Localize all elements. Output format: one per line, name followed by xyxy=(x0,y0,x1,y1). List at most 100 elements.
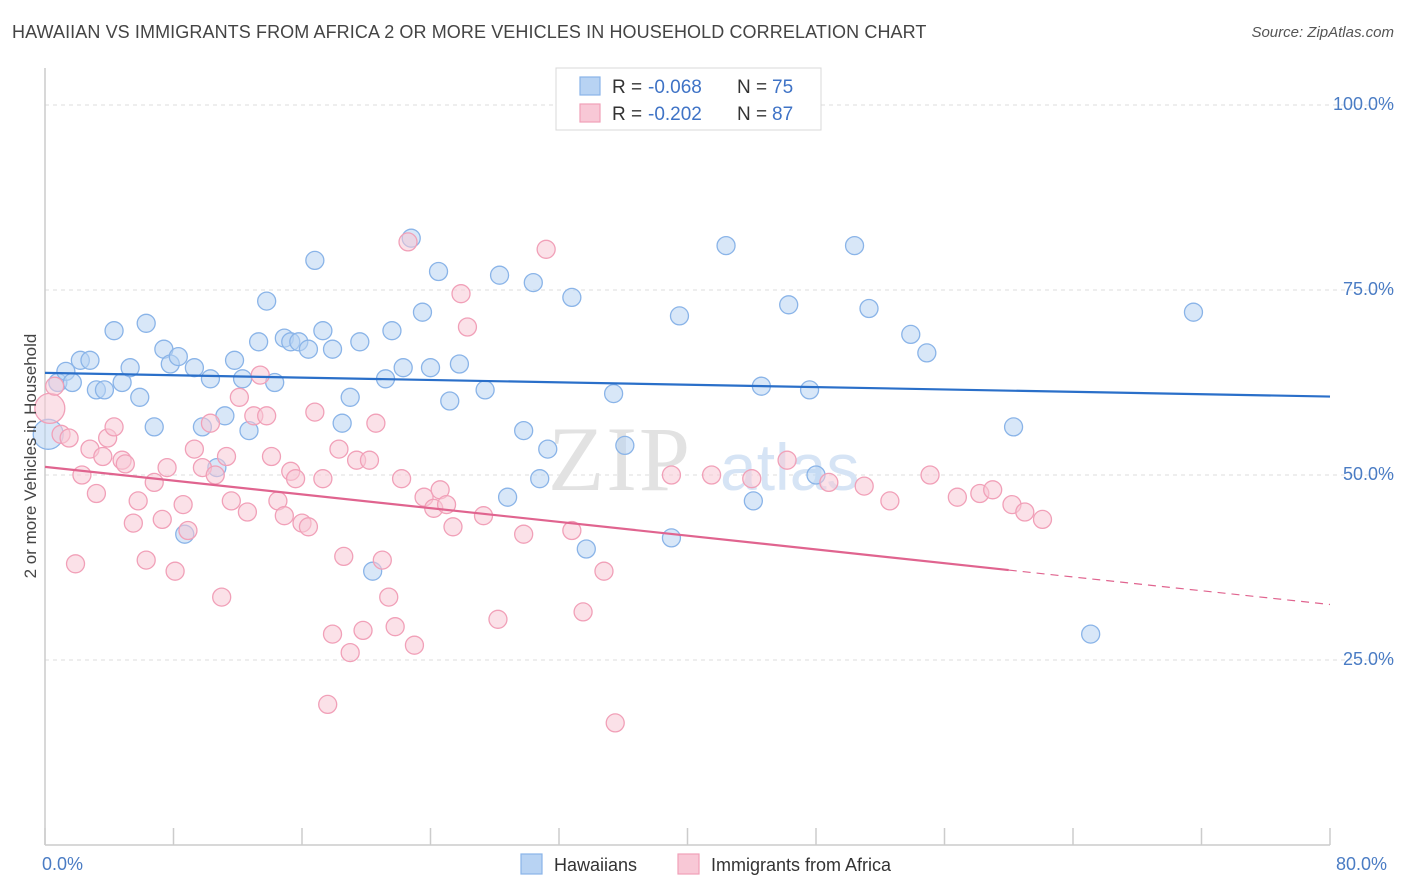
y-tick-label: 100.0% xyxy=(1333,94,1394,114)
africa-point xyxy=(819,472,839,493)
watermark-zip: ZIP xyxy=(548,408,692,510)
africa-point xyxy=(701,465,722,485)
hawaiians-point xyxy=(420,358,441,378)
africa-point xyxy=(157,457,177,478)
hawaiians-point xyxy=(917,343,937,363)
gridlines xyxy=(45,104,1392,661)
africa-point xyxy=(152,509,172,530)
legend-n-label-1: N = xyxy=(737,77,772,98)
hawaiians-trend-line xyxy=(44,371,1331,398)
legend-n-value-1: 75 xyxy=(772,77,793,98)
hawaiians-point xyxy=(130,387,150,407)
africa-point xyxy=(1015,502,1035,522)
africa-point xyxy=(104,417,124,437)
hawaiians-point xyxy=(298,339,319,359)
hawaiians-point xyxy=(669,306,690,326)
africa-point xyxy=(200,413,221,433)
africa-point xyxy=(285,469,306,489)
hawaiians-point xyxy=(530,469,550,489)
africa-point xyxy=(229,387,250,407)
hawaiians-point xyxy=(340,387,360,407)
stats-legend: R = -0.068 N = 75 R = -0.202 N = 87 xyxy=(555,67,822,131)
hawaiians-point xyxy=(779,295,799,315)
hawaiians-point xyxy=(489,265,510,285)
hawaiians-point xyxy=(350,332,370,352)
africa-point xyxy=(322,624,343,644)
x-tick-label-min: 0.0% xyxy=(42,854,83,874)
hawaiians-point xyxy=(104,321,124,341)
series-africa-points xyxy=(34,232,1053,733)
africa-point xyxy=(305,402,325,422)
africa-point xyxy=(184,439,205,459)
africa-point xyxy=(366,413,386,433)
africa-point xyxy=(661,465,682,485)
africa-point xyxy=(136,550,156,570)
africa-point xyxy=(573,602,593,622)
africa-point xyxy=(391,469,412,489)
hawaiians-point xyxy=(1081,624,1101,644)
africa-point xyxy=(257,406,277,426)
africa-point xyxy=(536,239,556,259)
africa-point xyxy=(404,635,425,655)
source-credit: Source: ZipAtlas.com xyxy=(1251,24,1394,41)
hawaiians-point xyxy=(232,369,253,389)
africa-point xyxy=(385,617,405,637)
bottom-legend-label-hawaiians: Hawaiians xyxy=(554,855,637,875)
x-ticks xyxy=(44,828,1331,845)
hawaiians-point xyxy=(440,391,460,411)
hawaiians-point xyxy=(224,350,245,370)
y-tick-labels: 25.0% 50.0% 75.0% 100.0% xyxy=(1333,94,1394,669)
africa-point xyxy=(983,480,1003,500)
bottom-legend-swatch-hawaiians xyxy=(520,853,543,875)
hawaiians-point xyxy=(184,358,205,378)
africa-point xyxy=(372,550,392,570)
africa-point xyxy=(123,513,143,533)
hawaiians-point xyxy=(716,235,736,256)
africa-point xyxy=(93,446,113,467)
hawaiians-point xyxy=(661,528,682,548)
africa-point xyxy=(605,713,625,733)
legend-r-label-2: R = xyxy=(612,104,647,125)
africa-point xyxy=(880,491,900,511)
hawaiians-point xyxy=(449,354,470,374)
africa-point xyxy=(379,587,399,607)
hawaiians-point xyxy=(200,369,221,389)
legend-r-value-1: -0.068 xyxy=(648,77,702,98)
legend-r-label-1: R = xyxy=(612,77,647,98)
africa-point xyxy=(443,517,463,537)
africa-point xyxy=(318,694,338,715)
bottom-legend-swatch-africa xyxy=(677,853,700,875)
hawaiians-point xyxy=(80,350,100,370)
africa-point xyxy=(340,642,360,663)
africa-trend-line-extrapolated xyxy=(1008,569,1331,606)
africa-point xyxy=(59,428,79,448)
africa-point xyxy=(274,506,294,526)
africa-point xyxy=(173,494,193,515)
hawaiians-point xyxy=(313,321,333,341)
africa-point xyxy=(86,483,107,504)
africa-point xyxy=(261,446,282,467)
hawaiians-point xyxy=(136,313,156,333)
africa-point xyxy=(854,476,874,496)
hawaiians-point xyxy=(412,302,433,322)
africa-point xyxy=(221,491,241,511)
africa-point xyxy=(128,491,148,511)
y-axis-label: 2 or more Vehicles in Household xyxy=(21,334,40,579)
hawaiians-point xyxy=(382,321,402,341)
hawaiians-point xyxy=(514,420,534,441)
x-tick-label-max: 80.0% xyxy=(1336,854,1387,874)
africa-point xyxy=(920,465,940,485)
hawaiians-point xyxy=(248,332,269,352)
y-tick-label: 50.0% xyxy=(1343,464,1394,484)
trend-lines xyxy=(44,371,1331,606)
africa-point xyxy=(329,439,349,459)
hawaiians-point xyxy=(62,372,82,393)
hawaiians-point xyxy=(1183,302,1204,322)
africa-point xyxy=(216,446,237,467)
legend-n-value-2: 87 xyxy=(772,104,793,125)
hawaiians-point xyxy=(322,339,343,359)
watermark: ZIP atlas xyxy=(548,408,859,510)
legend-n-label-2: N = xyxy=(737,104,772,125)
africa-point xyxy=(298,517,319,537)
